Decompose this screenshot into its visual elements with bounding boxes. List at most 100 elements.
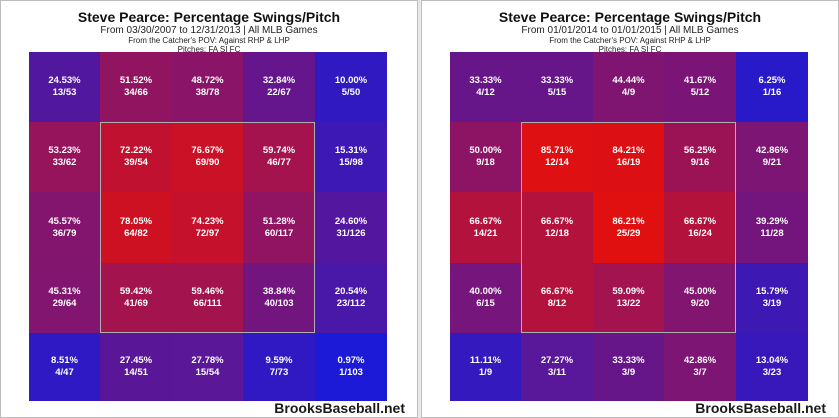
swing-percentage: 27.45%: [119, 355, 153, 366]
swing-count: 9/20: [690, 298, 710, 309]
zone-cell: 32.84% 22/67: [243, 52, 315, 122]
swing-count: 5/15: [547, 87, 567, 98]
swing-percentage: 84.21%: [612, 145, 645, 156]
strike-zone-grid: 33.33% 4/12 33.33% 5/15 44.44% 4/9 41.67% 5/12 6…: [450, 52, 808, 401]
swing-percentage: 51.28%: [262, 215, 296, 227]
swing-count: 12/18: [545, 227, 569, 239]
swing-count: 9/16: [690, 157, 710, 168]
swing-percentage: 76.67%: [191, 145, 224, 156]
swing-count: 4/47: [55, 367, 74, 378]
zone-cell: 84.21% 16/19: [593, 122, 664, 192]
swing-count: 25/29: [616, 227, 641, 239]
chart-pov-note: From the Catcher's POV: Against RHP & LH…: [549, 36, 711, 45]
zone-cell: 33.33% 4/12: [450, 52, 521, 122]
swing-percentage: 66.67%: [469, 215, 502, 227]
swing-count: 1/103: [339, 367, 363, 378]
swing-percentage: 33.33%: [612, 355, 645, 366]
swing-percentage: 15.31%: [334, 145, 368, 156]
swing-count: 13/53: [52, 87, 77, 98]
swing-percentage: 78.05%: [119, 215, 153, 227]
zone-cell: 15.79% 3/19: [736, 263, 808, 333]
swing-count: 39/54: [124, 157, 148, 168]
swing-percentage: 10.00%: [334, 75, 368, 86]
zone-cell: 66.67% 12/18: [521, 192, 593, 263]
swing-percentage: 42.86%: [683, 355, 717, 366]
swing-percentage: 33.33%: [469, 75, 502, 86]
swing-count: 3/19: [762, 298, 782, 309]
chart-date-range: From 01/01/2014 to 01/01/2015 | All MLB …: [521, 25, 739, 36]
zone-cell: 86.21% 25/29: [593, 192, 664, 263]
zone-cell: 24.53% 13/53: [29, 52, 100, 122]
swing-count: 6/15: [476, 298, 495, 309]
heatmap-panel-2014: Steve Pearce: Percentage Swings/Pitch Fr…: [421, 0, 839, 418]
swing-percentage: 53.23%: [48, 145, 81, 156]
strike-zone-grid: 24.53% 13/53 51.52% 34/66 48.72% 38/78 32.84% 2…: [29, 52, 387, 401]
zone-cell: 45.00% 9/20: [664, 263, 736, 333]
swing-count: 41/69: [124, 298, 148, 309]
swing-count: 9/21: [762, 157, 782, 168]
swing-count: 3/11: [548, 367, 566, 378]
swing-percentage: 72.22%: [119, 145, 153, 156]
swing-percentage: 6.25%: [758, 75, 786, 86]
chart-pitch-types: Pitches: FA SI FC: [177, 45, 241, 54]
swing-percentage: 86.21%: [612, 215, 645, 227]
zone-cell: 59.46% 66/111: [172, 263, 243, 333]
zone-cell: 42.86% 3/7: [664, 333, 736, 401]
swing-count: 3/7: [693, 367, 707, 378]
swing-percentage: 27.27%: [540, 355, 574, 366]
zone-cell: 59.74% 46/77: [243, 122, 315, 192]
zone-cell: 45.31% 29/64: [29, 263, 100, 333]
swing-percentage: 24.60%: [334, 215, 368, 227]
swing-count: 11/28: [760, 227, 784, 239]
swing-count: 15/98: [339, 157, 363, 168]
swing-percentage: 20.54%: [334, 286, 368, 297]
zone-cell: 27.27% 3/11: [521, 333, 593, 401]
zone-cell: 33.33% 3/9: [593, 333, 664, 401]
swing-count: 16/19: [616, 157, 641, 168]
swing-count: 69/90: [195, 157, 220, 168]
swing-percentage: 42.86%: [755, 145, 789, 156]
swing-percentage: 11.11%: [469, 355, 502, 366]
swing-count: 29/64: [52, 298, 77, 309]
swing-percentage: 74.23%: [191, 215, 224, 227]
swing-percentage: 45.57%: [48, 215, 81, 227]
zone-cell: 11.11% 1/9: [450, 333, 521, 401]
swing-count: 5/50: [341, 87, 361, 98]
zone-cell: 39.29% 11/28: [736, 192, 808, 263]
swing-count: 9/18: [476, 157, 495, 168]
zone-cell: 59.42% 41/69: [100, 263, 172, 333]
swing-count: 14/51: [124, 367, 148, 378]
zone-cell: 48.72% 38/78: [172, 52, 243, 122]
swing-percentage: 32.84%: [262, 75, 296, 86]
swing-count: 8/12: [547, 298, 567, 309]
swing-percentage: 33.33%: [540, 75, 574, 86]
swing-count: 15/54: [195, 367, 220, 378]
zone-cell: 51.52% 34/66: [100, 52, 172, 122]
swing-percentage: 66.67%: [683, 215, 717, 227]
swing-count: 16/24: [688, 227, 712, 239]
zone-cell: 66.67% 16/24: [664, 192, 736, 263]
zone-cell: 56.25% 9/16: [664, 122, 736, 192]
zone-cell: 72.22% 39/54: [100, 122, 172, 192]
zone-cell: 85.71% 12/14: [521, 122, 593, 192]
zone-cell: 38.84% 40/103: [243, 263, 315, 333]
zone-cell: 50.00% 9/18: [450, 122, 521, 192]
swing-count: 64/82: [124, 227, 148, 239]
swing-percentage: 40.00%: [469, 286, 502, 297]
heatmap-panel-2007-2013: Steve Pearce: Percentage Swings/Pitch Fr…: [0, 0, 418, 418]
zone-cell: 74.23% 72/97: [172, 192, 243, 263]
zone-cell: 78.05% 64/82: [100, 192, 172, 263]
swing-percentage: 39.29%: [755, 215, 789, 227]
swing-count: 3/23: [762, 367, 782, 378]
swing-percentage: 59.09%: [612, 286, 645, 297]
swing-percentage: 8.51%: [51, 355, 78, 366]
zone-cell: 44.44% 4/9: [593, 52, 664, 122]
swing-percentage: 48.72%: [191, 75, 224, 86]
swing-percentage: 9.59%: [265, 355, 293, 366]
swing-percentage: 27.78%: [191, 355, 224, 366]
swing-count: 23/112: [336, 298, 366, 309]
zone-cell: 15.31% 15/98: [315, 122, 387, 192]
zone-cell: 41.67% 5/12: [664, 52, 736, 122]
swing-count: 31/126: [336, 227, 366, 239]
zone-cell: 13.04% 3/23: [736, 333, 808, 401]
